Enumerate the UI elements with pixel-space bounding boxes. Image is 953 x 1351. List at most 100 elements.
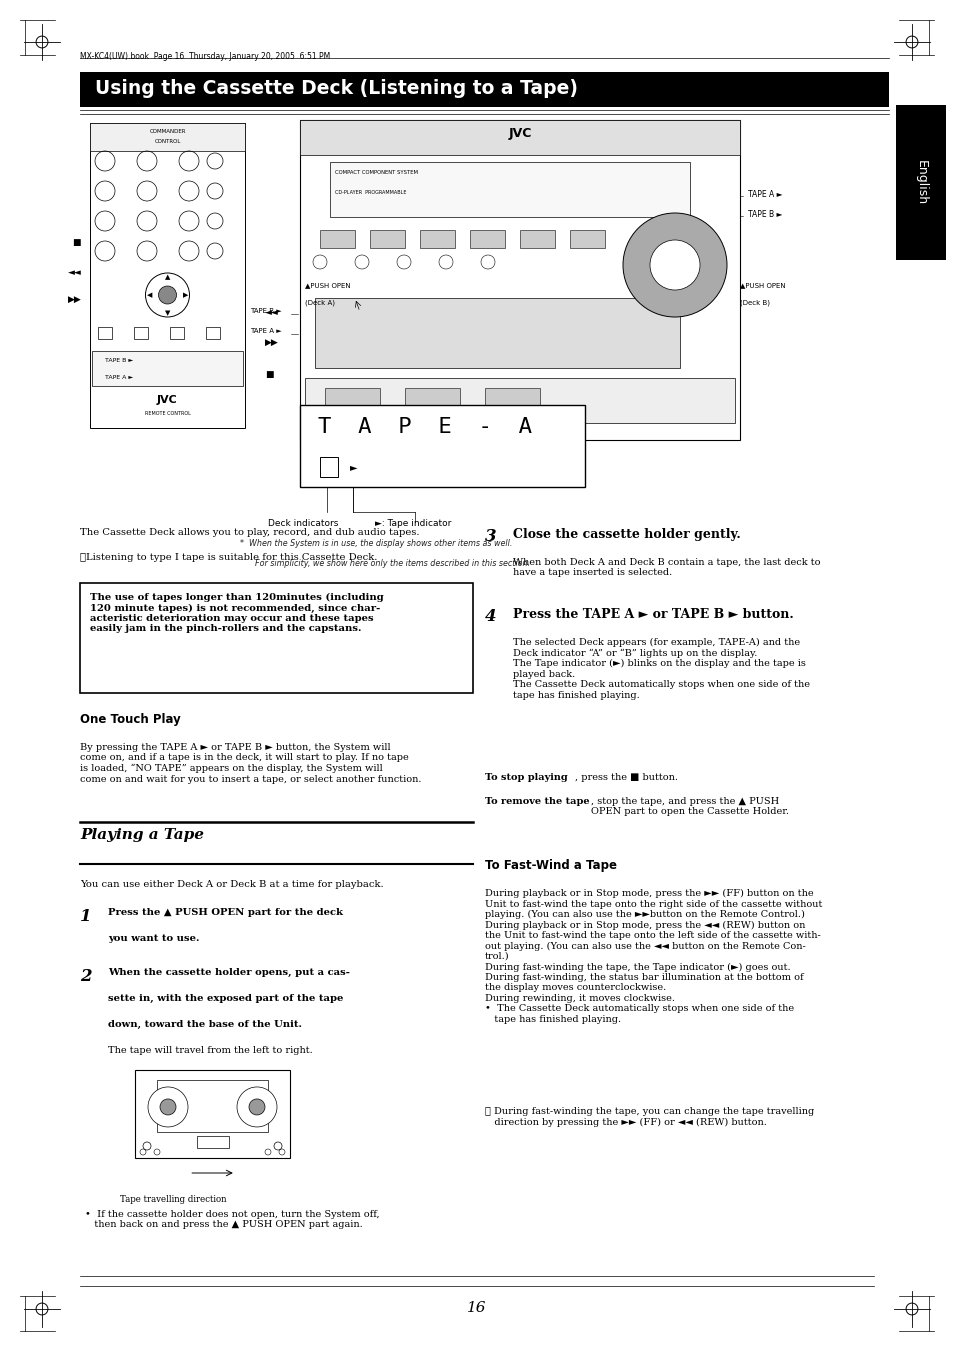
Text: ▶: ▶ [183,292,188,299]
Text: 2: 2 [80,969,91,985]
Circle shape [158,286,176,304]
Bar [519,230,555,249]
Text: ■: ■ [265,370,274,380]
Bar [484,388,539,409]
Text: When the cassette holder opens, put a cas-: When the cassette holder opens, put a ca… [108,969,350,977]
Bar [299,120,740,440]
Text: You can use either Deck A or Deck B at a time for playback.: You can use either Deck A or Deck B at a… [80,880,383,889]
Text: To stop playing: To stop playing [484,773,567,782]
Text: TAPE B ►: TAPE B ► [105,358,133,363]
Text: Press the ▲ PUSH OPEN part for the deck: Press the ▲ PUSH OPEN part for the deck [108,908,343,917]
Text: TAPE B ►: TAPE B ► [250,308,281,313]
Bar [91,351,243,386]
Bar [314,299,679,367]
Text: To Fast-Wind a Tape: To Fast-Wind a Tape [484,859,617,871]
Text: Close the cassette holder gently.: Close the cassette holder gently. [513,528,740,540]
Text: Using the Cassette Deck (Listening to a Tape): Using the Cassette Deck (Listening to a … [95,78,578,99]
Circle shape [274,1142,282,1150]
Bar [419,230,455,249]
Bar [196,1136,229,1148]
Bar [133,327,148,339]
Bar [135,1070,290,1158]
Circle shape [236,1088,276,1127]
Text: ▲PUSH OPEN: ▲PUSH OPEN [305,282,351,288]
Text: The use of tapes longer than 120minutes (including
120 minute tapes) is not reco: The use of tapes longer than 120minutes … [90,593,383,634]
Text: *  When the System is in use, the display shows other items as well.: * When the System is in use, the display… [240,539,512,549]
Text: Playing a Tape: Playing a Tape [80,828,204,842]
Text: ▲: ▲ [165,274,170,280]
Text: 4: 4 [484,608,497,626]
Bar [305,378,734,423]
Text: , stop the tape, and press the ▲ PUSH
OPEN part to open the Cassette Holder.: , stop the tape, and press the ▲ PUSH OP… [590,797,788,816]
Text: TAPE B ►: TAPE B ► [747,209,781,219]
Text: ▲PUSH OPEN: ▲PUSH OPEN [740,282,785,288]
Text: ❑ During fast-winding the tape, you can change the tape travelling
   direction : ❑ During fast-winding the tape, you can … [484,1106,814,1127]
Bar [319,230,355,249]
Text: ▶▶: ▶▶ [68,295,82,304]
Text: ►: Tape indicator: ►: Tape indicator [375,519,451,528]
Bar [98,327,112,339]
Bar [157,1079,268,1132]
Text: •  If the cassette holder does not open, turn the System off,
   then back on an: • If the cassette holder does not open, … [85,1210,379,1229]
Text: To remove the tape: To remove the tape [484,797,589,807]
Text: ❑Listening to type I tape is suitable for this Cassette Deck.: ❑Listening to type I tape is suitable fo… [80,553,377,562]
Text: The tape will travel from the left to right.: The tape will travel from the left to ri… [108,1046,313,1055]
Text: TAPE A ►: TAPE A ► [747,190,781,199]
Bar [299,120,740,155]
Text: down, toward the base of the Unit.: down, toward the base of the Unit. [108,1020,302,1029]
Text: ◄◄: ◄◄ [265,308,278,317]
Text: CD-PLAYER  PROGRAMMABLE: CD-PLAYER PROGRAMMABLE [335,190,406,195]
Text: The Cassette Deck allows you to play, record, and dub audio tapes.: The Cassette Deck allows you to play, re… [80,528,419,536]
Text: 3: 3 [484,528,497,544]
Text: The selected Deck appears (for example, TAPE-A) and the
Deck indicator “A” or “B: The selected Deck appears (for example, … [513,638,809,700]
Bar [330,162,689,218]
Bar [325,388,379,409]
Text: ►: ► [350,462,357,471]
Text: you want to use.: you want to use. [108,934,199,943]
Text: sette in, with the exposed part of the tape: sette in, with the exposed part of the t… [108,994,343,1002]
Circle shape [148,1088,188,1127]
Text: One Touch Play: One Touch Play [80,713,180,725]
Text: JVC: JVC [157,394,177,405]
Circle shape [249,1098,265,1115]
Bar [170,327,184,339]
Bar [80,72,888,107]
Text: REMOTE CONTROL: REMOTE CONTROL [145,411,191,416]
Bar [90,123,245,428]
Text: ■: ■ [71,238,80,247]
Text: 1: 1 [80,908,91,925]
Bar [895,105,945,259]
Bar [80,584,473,693]
Text: COMPACT COMPONENT SYSTEM: COMPACT COMPONENT SYSTEM [335,170,417,176]
Bar [299,405,584,486]
Text: 16: 16 [467,1301,486,1315]
Bar [206,327,220,339]
Text: ▼: ▼ [165,309,170,316]
Text: By pressing the TAPE A ► or TAPE B ► button, the System will
come on, and if a t: By pressing the TAPE A ► or TAPE B ► but… [80,743,421,784]
Text: COMMANDER: COMMANDER [149,128,186,134]
Text: ◄◄: ◄◄ [68,267,82,277]
Text: T  A  P  E  -  A: T A P E - A [317,417,532,436]
Bar [319,457,337,477]
Text: English: English [914,159,926,205]
Text: During playback or in Stop mode, press the ►► (FF) button on the
Unit to fast-wi: During playback or in Stop mode, press t… [484,889,821,1024]
Bar [569,230,604,249]
Circle shape [160,1098,175,1115]
Text: Press the TAPE A ► or TAPE B ► button.: Press the TAPE A ► or TAPE B ► button. [513,608,793,621]
Bar [370,230,405,249]
Text: ▶▶: ▶▶ [265,338,278,347]
Bar [405,388,459,409]
Text: (Deck B): (Deck B) [740,300,769,307]
Text: ◀: ◀ [147,292,152,299]
Circle shape [649,240,700,290]
Bar [90,123,245,151]
Text: Tape travelling direction: Tape travelling direction [120,1196,226,1204]
Text: (Deck A): (Deck A) [305,300,335,307]
Text: When both Deck A and Deck B contain a tape, the last deck to
have a tape inserte: When both Deck A and Deck B contain a ta… [513,558,820,577]
Circle shape [143,1142,151,1150]
Text: For simplicity, we show here only the items described in this section.: For simplicity, we show here only the it… [254,559,530,567]
Text: TAPE A ►: TAPE A ► [250,328,281,334]
Circle shape [622,213,726,317]
Text: MX-KC4(UW).book  Page 16  Thursday, January 20, 2005  6:51 PM: MX-KC4(UW).book Page 16 Thursday, Januar… [80,51,330,61]
Text: , press the ■ button.: , press the ■ button. [575,773,678,782]
